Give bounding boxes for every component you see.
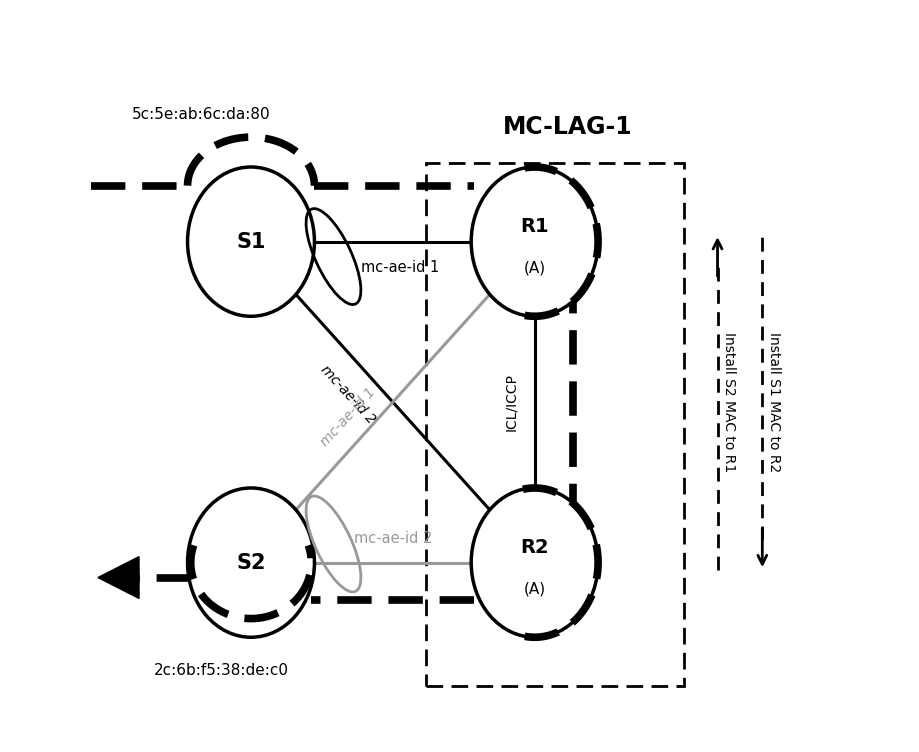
- Ellipse shape: [471, 488, 597, 637]
- Text: Install S2 MAC to R1: Install S2 MAC to R1: [720, 332, 735, 472]
- Text: R1: R1: [520, 217, 549, 236]
- Text: mc-ae-id 2: mc-ae-id 2: [318, 362, 378, 426]
- Bar: [425, 163, 683, 686]
- Text: MC-LAG-1: MC-LAG-1: [503, 115, 632, 139]
- Text: ICL/ICCP: ICL/ICCP: [504, 373, 517, 431]
- Text: R2: R2: [520, 538, 549, 557]
- Text: mc-ae-id 1: mc-ae-id 1: [361, 260, 439, 275]
- Text: mc-ae-id 2: mc-ae-id 2: [353, 531, 432, 546]
- Text: Install S1 MAC to R2: Install S1 MAC to R2: [766, 332, 779, 472]
- Polygon shape: [97, 556, 139, 599]
- Text: mc-ae-id 1: mc-ae-id 1: [318, 385, 378, 449]
- Text: (A): (A): [523, 260, 545, 275]
- Ellipse shape: [471, 167, 597, 317]
- Text: (A): (A): [523, 581, 545, 596]
- Text: S2: S2: [236, 553, 266, 572]
- Text: S1: S1: [236, 232, 266, 252]
- Text: 2c:6b:f5:38:de:c0: 2c:6b:f5:38:de:c0: [153, 663, 289, 678]
- Ellipse shape: [187, 488, 314, 637]
- Ellipse shape: [187, 167, 314, 317]
- Text: 5c:5e:ab:6c:da:80: 5c:5e:ab:6c:da:80: [131, 108, 270, 123]
